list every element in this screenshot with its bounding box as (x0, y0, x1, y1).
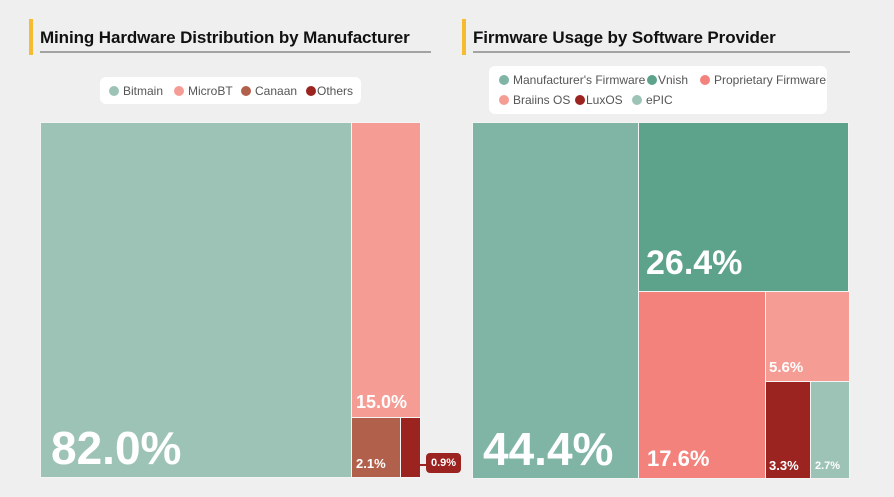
legend-dot-icon (647, 75, 657, 85)
title-accent-bar (462, 19, 466, 55)
treemap-cell-bitmain[interactable]: 82.0% (40, 122, 352, 478)
treemap-cell-epic[interactable]: 2.7% (810, 381, 850, 479)
treemap-cell-luxos[interactable]: 3.3% (765, 381, 811, 479)
hardware-chart-title: Mining Hardware Distribution by Manufact… (40, 28, 410, 47)
legend-label: Manufacturer's Firmware (513, 73, 646, 87)
legend-label: Canaan (255, 84, 298, 98)
legend-dot-icon (499, 75, 509, 85)
legend-label: Bitmain (123, 84, 164, 98)
legend-dot-icon (575, 95, 585, 105)
cell-value-label: 44.4% (483, 423, 614, 475)
firmware-panel: Firmware Usage by Software Provider Manu… (447, 0, 894, 497)
legend-dot-icon (700, 75, 710, 85)
cell-value-label: 82.0% (51, 422, 182, 474)
legend-dot-icon (499, 95, 509, 105)
legend-dot-icon (241, 86, 251, 96)
title-underline (40, 51, 431, 53)
firmware-chart-title: Firmware Usage by Software Provider (473, 28, 776, 47)
callout-connector (420, 464, 428, 466)
treemap-cell-proprietary-firmware[interactable]: 17.6% (638, 291, 766, 479)
legend-dot-icon (632, 95, 642, 105)
others-callout-label: 0.9% (426, 453, 462, 473)
firmware-legend: Manufacturer's Firmware Vnish Proprietar… (489, 66, 827, 114)
treemap-cell-braiins-os[interactable]: 5.6% (765, 291, 850, 382)
legend-item-braiins-os[interactable]: Braiins OS (499, 93, 570, 107)
legend-item-luxos[interactable]: LuxOS (575, 93, 623, 107)
treemap-cell-others[interactable] (400, 417, 421, 478)
title-accent-bar (29, 19, 33, 55)
treemap-cell-microbt[interactable]: 15.0% (351, 122, 421, 418)
legend-item-vnish[interactable]: Vnish (647, 73, 688, 87)
legend-item-others[interactable]: Others (306, 84, 353, 98)
legend-item-bitmain[interactable]: Bitmain (109, 84, 163, 98)
cell-value-label: 26.4% (646, 244, 743, 282)
legend-dot-icon (109, 86, 119, 96)
legend-dot-icon (306, 86, 316, 96)
cell-value-label: 2.1% (356, 456, 386, 471)
treemap-cell-canaan[interactable]: 2.1% (351, 417, 401, 478)
cell-value-label: 5.6% (769, 359, 804, 376)
legend-label: MicroBT (188, 84, 233, 98)
cell-value-label: 2.7% (815, 460, 841, 472)
legend-dot-icon (174, 86, 184, 96)
legend-label: Others (317, 84, 354, 98)
legend-item-proprietary-firmware[interactable]: Proprietary Firmware (700, 73, 826, 87)
legend-label: Braiins OS (513, 93, 571, 107)
legend-item-canaan[interactable]: Canaan (241, 84, 297, 98)
title-underline (473, 51, 850, 53)
cell-value-label: 3.3% (769, 458, 799, 473)
legend-label: LuxOS (586, 93, 623, 107)
treemap-cell-manufacturers-firmware[interactable]: 44.4% (472, 122, 639, 479)
hardware-legend: Bitmain MicroBT Canaan Others (100, 77, 361, 104)
hardware-panel: Mining Hardware Distribution by Manufact… (29, 19, 462, 478)
treemap-cell-vnish[interactable]: 26.4% (638, 122, 849, 292)
cell-value-label: 15.0% (356, 392, 408, 412)
legend-item-manufacturers-firmware[interactable]: Manufacturer's Firmware (499, 73, 645, 87)
legend-label: ePIC (646, 93, 673, 107)
legend-item-microbt[interactable]: MicroBT (174, 84, 233, 98)
cell-value-label: 17.6% (647, 446, 710, 471)
legend-label: Proprietary Firmware (714, 73, 827, 87)
legend-label: Vnish (658, 73, 689, 87)
legend-item-epic[interactable]: ePIC (632, 93, 673, 107)
